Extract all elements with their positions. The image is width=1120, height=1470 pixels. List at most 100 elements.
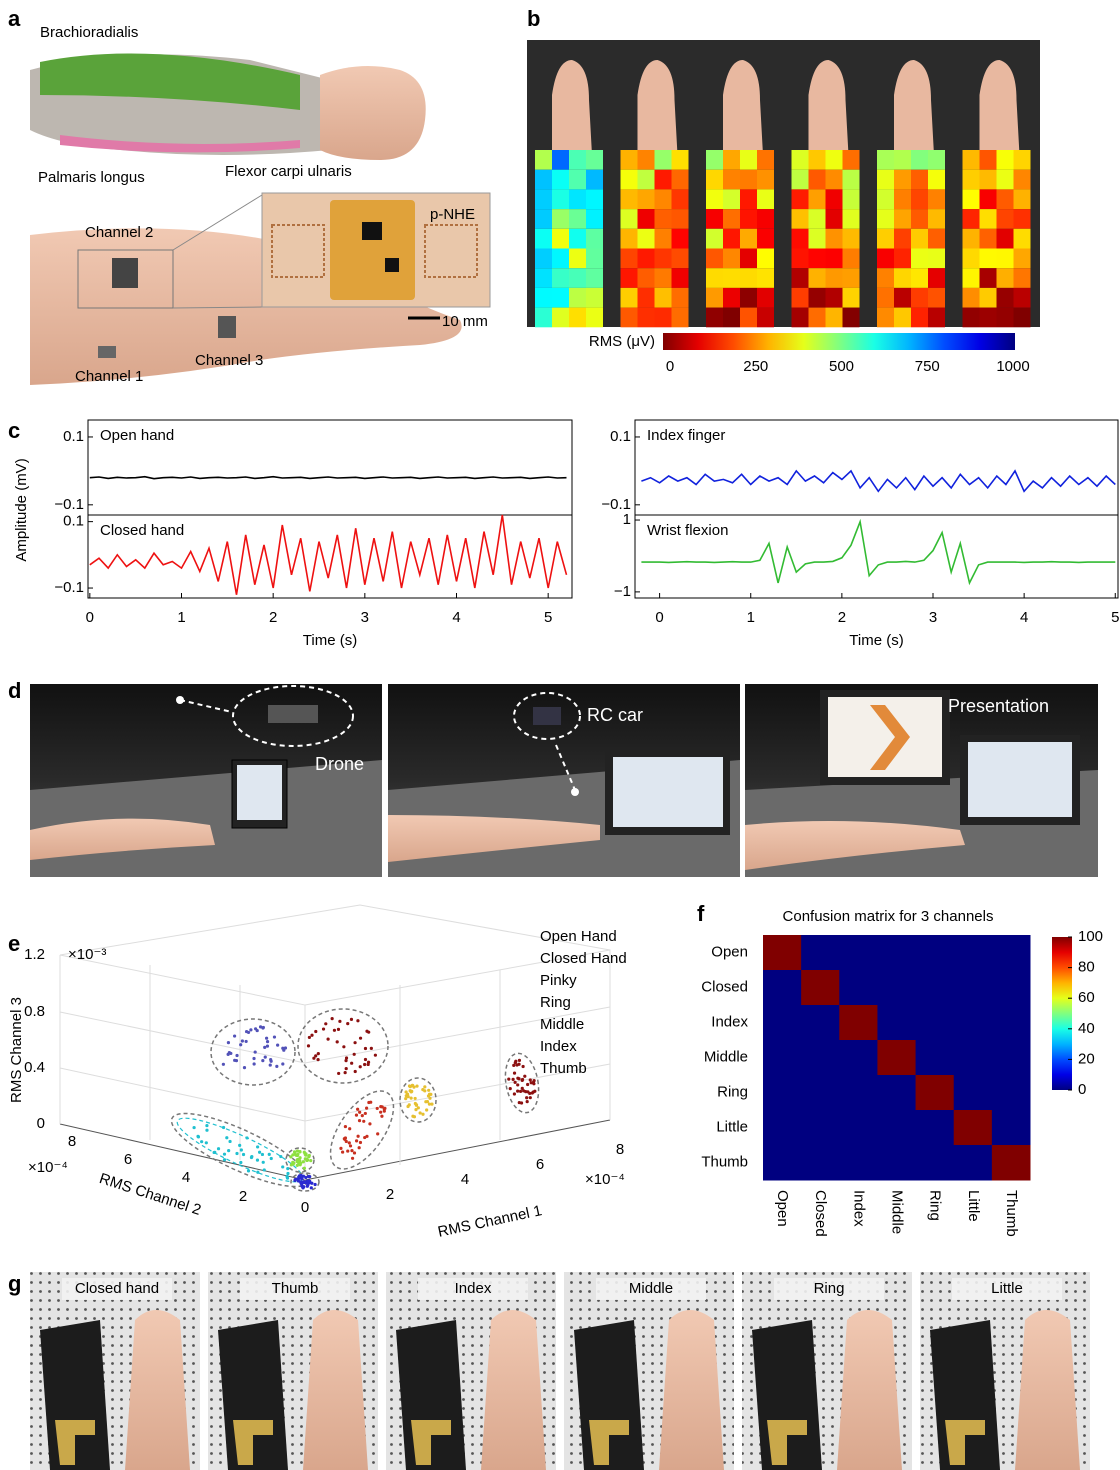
drone [268, 705, 318, 723]
clusters [164, 1009, 543, 1200]
cluster-point [513, 1072, 516, 1075]
heat-cell [997, 209, 1014, 229]
cluster-point [411, 1115, 414, 1118]
row-label: Middle [704, 1048, 748, 1065]
heat-cell [723, 308, 740, 328]
matrix-cell [992, 970, 1031, 1006]
colorbar-tick-label: 40 [1078, 1020, 1095, 1037]
cluster-point [256, 1145, 259, 1148]
cluster-point [261, 1026, 264, 1029]
cluster-point [507, 1077, 510, 1080]
human-arm [303, 1310, 368, 1470]
cluster-point [258, 1151, 261, 1154]
cluster-point [350, 1149, 353, 1152]
cluster-point [353, 1041, 356, 1044]
cluster-point [358, 1111, 361, 1114]
heat-cell [1014, 288, 1031, 308]
heat-cell [826, 170, 843, 190]
heat-cell [757, 249, 774, 269]
y-tick-label: 2 [239, 1188, 247, 1205]
heat-cell [740, 308, 757, 328]
floor-axes [60, 1120, 610, 1180]
cluster-point [222, 1063, 225, 1066]
heat-cell [1014, 249, 1031, 269]
z-axis-label: RMS Channel 3 [8, 997, 25, 1103]
trace-title: Index finger [647, 427, 725, 444]
cluster-point [228, 1140, 231, 1143]
circuit-board [330, 200, 415, 300]
heat-cell [877, 189, 894, 209]
heat-cell [928, 189, 945, 209]
legend-entry: Index [540, 1038, 577, 1055]
x-tick-label: 3 [361, 609, 369, 626]
cluster-point [343, 1138, 346, 1141]
x-tick-label: 5 [1111, 609, 1119, 626]
heat-cell [621, 150, 638, 170]
cluster-point [414, 1102, 417, 1105]
heat-cell [928, 308, 945, 328]
matrix-cell [877, 970, 916, 1006]
heat-cell [877, 170, 894, 190]
heat-cell [535, 150, 552, 170]
matrix-cell [992, 1040, 1031, 1076]
heat-cell [963, 229, 980, 249]
heat-cell [809, 229, 826, 249]
matrix-cell [916, 1005, 955, 1041]
heat-cell [757, 209, 774, 229]
heat-cell [638, 170, 655, 190]
y-tick-label: −0.1 [54, 496, 84, 513]
y-tick-label: −0.1 [54, 579, 84, 596]
matrix-cell [839, 1145, 878, 1181]
heat-cell [655, 150, 672, 170]
matrix-cell [763, 1075, 802, 1111]
heat-cell [843, 308, 860, 328]
heatmap-title: Confusion matrix for 3 channels [783, 908, 994, 925]
colorbar-tick-label: 500 [829, 358, 854, 375]
cluster-point [264, 1056, 267, 1059]
x-tick-label: 0 [86, 609, 94, 626]
heat-cell [894, 189, 911, 209]
heat-cell [740, 189, 757, 209]
heat-cell [723, 189, 740, 209]
heat-cell [843, 288, 860, 308]
cluster-point [273, 1035, 276, 1038]
x-tick-label: 0 [301, 1199, 309, 1216]
heat-cell [980, 209, 997, 229]
cluster-point [523, 1075, 526, 1078]
x-tick-label: 2 [386, 1186, 394, 1203]
heat-cell [655, 288, 672, 308]
cluster-point [359, 1037, 362, 1040]
heat-cell [535, 189, 552, 209]
scale-label: 10 mm [442, 313, 488, 330]
matrix-cell [763, 1110, 802, 1146]
heat-cell [552, 229, 569, 249]
cluster-point [289, 1155, 292, 1158]
heat-cell [997, 288, 1014, 308]
heat-cell [586, 189, 603, 209]
signal-trace [641, 471, 1115, 491]
cluster-point [425, 1108, 428, 1111]
heat-cell [638, 268, 655, 288]
cluster-point [235, 1054, 238, 1057]
photo-label: Index [455, 1280, 492, 1297]
matrix-cell [992, 1075, 1031, 1111]
panel-label: f [697, 901, 705, 926]
heat-cell [621, 308, 638, 328]
heat-cell [894, 150, 911, 170]
row-label: Closed [701, 978, 748, 995]
heat-cell [552, 268, 569, 288]
heat-cell [928, 229, 945, 249]
heat-cell [928, 249, 945, 269]
cluster-point [269, 1063, 272, 1066]
cluster-point [344, 1125, 347, 1128]
z-tick-label: 0 [37, 1115, 45, 1132]
row-label: Ring [717, 1083, 748, 1100]
heat-cell [894, 249, 911, 269]
column-label: Little [965, 1190, 982, 1222]
matrix-cell [877, 935, 916, 971]
heat-cell [826, 189, 843, 209]
heat-cell [997, 268, 1014, 288]
box-edges [60, 950, 610, 1180]
heat-cell [569, 308, 586, 328]
heat-cell [706, 249, 723, 269]
